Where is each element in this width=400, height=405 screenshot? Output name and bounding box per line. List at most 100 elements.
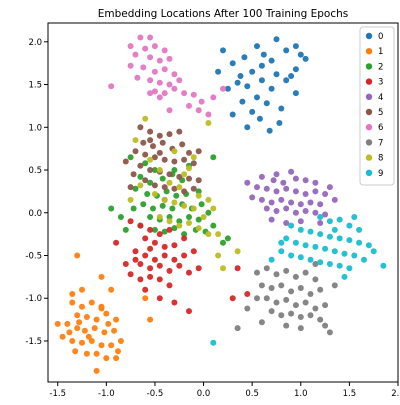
point-series-8 [137, 182, 144, 189]
point-series-3 [127, 218, 134, 225]
point-series-8 [147, 156, 154, 163]
point-series-1 [69, 338, 76, 344]
point-series-1 [93, 350, 100, 357]
point-series-4 [254, 184, 260, 191]
point-series-9 [365, 242, 372, 249]
point-series-0 [215, 68, 222, 75]
point-series-6 [151, 88, 158, 95]
point-series-1 [88, 338, 95, 344]
point-series-5 [127, 184, 134, 191]
series-3 [113, 218, 251, 315]
point-series-7 [292, 302, 299, 309]
point-series-5 [147, 137, 154, 144]
point-series-0 [241, 54, 248, 61]
point-series-7 [258, 319, 265, 326]
point-series-0 [220, 47, 226, 54]
point-series-5 [130, 171, 137, 178]
point-series-5 [171, 158, 178, 165]
point-series-2 [159, 202, 166, 209]
point-series-0 [276, 120, 283, 126]
point-series-5 [147, 128, 154, 135]
point-series-3 [132, 248, 139, 255]
point-series-0 [229, 111, 236, 118]
point-series-7 [244, 305, 251, 312]
point-series-6 [186, 102, 192, 109]
point-series-4 [326, 184, 333, 191]
point-series-4 [331, 196, 338, 203]
point-series-8 [127, 196, 134, 203]
point-series-1 [69, 299, 76, 306]
point-series-1 [117, 338, 124, 344]
point-series-4 [302, 191, 309, 197]
point-series-9 [278, 239, 285, 246]
point-series-5 [190, 160, 197, 167]
point-series-9 [283, 235, 290, 242]
point-series-6 [147, 54, 154, 61]
point-series-9 [297, 254, 304, 261]
point-series-1 [64, 320, 71, 327]
point-series-4 [270, 177, 277, 184]
point-series-3 [137, 276, 144, 283]
point-series-2 [171, 167, 178, 173]
y-tick-label: 1.5 [28, 81, 42, 91]
point-series-3 [229, 295, 236, 302]
point-series-9 [361, 256, 367, 263]
point-series-1 [88, 299, 95, 306]
point-series-6 [176, 77, 183, 84]
point-series-3 [142, 235, 149, 242]
point-series-3 [137, 261, 144, 267]
point-series-5 [179, 141, 186, 148]
point-series-3 [195, 265, 202, 272]
point-series-1 [72, 348, 79, 355]
point-series-9 [317, 231, 324, 238]
point-series-7 [254, 295, 260, 302]
point-series-2 [150, 205, 156, 212]
point-series-3 [171, 299, 178, 306]
point-series-3 [181, 252, 188, 259]
point-series-9 [331, 248, 338, 255]
legend-marker-4 [365, 93, 373, 101]
point-series-9 [292, 239, 299, 246]
point-series-5 [171, 185, 178, 192]
y-tick-label: -1.0 [25, 294, 42, 304]
point-series-3 [142, 286, 149, 293]
point-series-6 [147, 77, 154, 84]
point-series-5 [195, 148, 202, 155]
point-series-2 [181, 231, 188, 238]
point-series-4 [297, 201, 304, 208]
point-series-3 [132, 256, 139, 263]
point-series-9 [336, 262, 343, 269]
x-tick-label: -1.5 [49, 389, 66, 399]
point-series-7 [292, 273, 299, 280]
point-series-3 [166, 282, 173, 289]
legend: 0 1 2 3 4 5 6 7 8 9 [359, 26, 395, 186]
point-series-6 [166, 107, 173, 114]
point-series-2 [205, 209, 212, 216]
point-series-9 [288, 252, 295, 259]
point-series-5 [151, 182, 158, 189]
series-4 [244, 168, 338, 226]
point-series-1 [142, 295, 149, 302]
point-series-2 [166, 214, 173, 220]
x-axis: -1.5 -1.0 -0.5 0.0 0.5 1.0 1.5 2.0 [49, 382, 400, 399]
point-series-1 [85, 333, 92, 340]
point-series-9 [268, 256, 275, 263]
point-series-2 [140, 201, 147, 208]
point-series-2 [210, 154, 217, 161]
point-series-6 [137, 34, 144, 41]
point-series-7 [268, 308, 275, 315]
y-tick-label: 0.0 [28, 209, 42, 219]
point-series-4 [307, 199, 314, 206]
point-series-0 [239, 98, 246, 105]
point-series-0 [229, 60, 236, 67]
point-series-6 [198, 98, 205, 105]
point-series-7 [254, 269, 260, 276]
legend-label-6: 6 [378, 123, 383, 133]
point-series-6 [166, 81, 173, 88]
point-series-1 [69, 291, 76, 297]
point-series-0 [273, 36, 280, 43]
point-series-4 [244, 179, 251, 186]
series-1 [54, 252, 154, 374]
point-series-9 [326, 261, 333, 267]
point-series-2 [198, 201, 205, 208]
